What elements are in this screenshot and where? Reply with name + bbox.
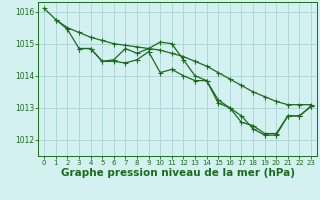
X-axis label: Graphe pression niveau de la mer (hPa): Graphe pression niveau de la mer (hPa) [60,168,295,178]
